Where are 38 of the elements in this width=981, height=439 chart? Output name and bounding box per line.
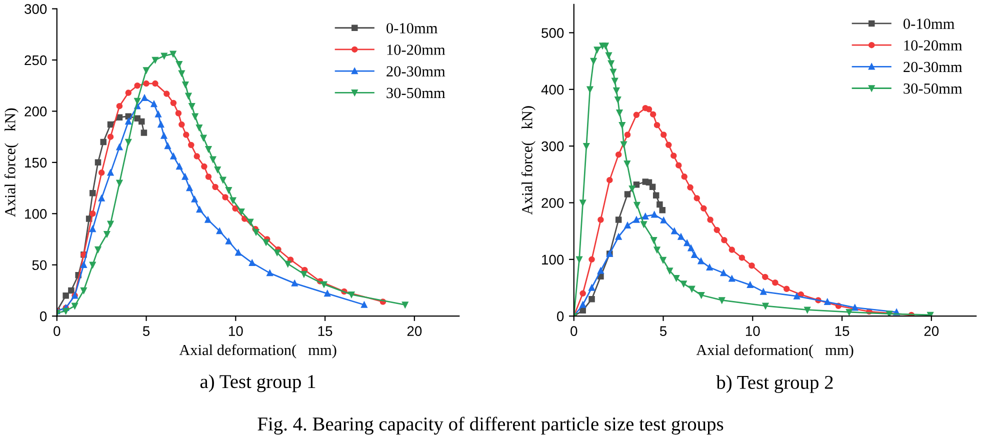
y-tick-label: 100 — [542, 254, 564, 265]
y-tick-label: 300 — [542, 141, 564, 152]
x-tick-label: 20 — [407, 326, 422, 336]
y-tick-label: 200 — [542, 198, 564, 208]
legend-label: 10-20mm — [904, 40, 962, 51]
legend-label: 20-30mm — [904, 62, 962, 72]
x-tick-label: 15 — [835, 326, 850, 336]
legend-label: 30-50mm — [904, 83, 962, 94]
legend-label: 10-20mm — [387, 44, 446, 55]
y-tick-label: 50 — [32, 260, 47, 270]
legend-label: 30-50mm — [386, 88, 446, 98]
legend-label: 0-10mm — [904, 18, 954, 29]
y-tick-label: 250 — [24, 55, 47, 66]
y-tick-label: 150 — [25, 158, 47, 168]
x-axis-title: Axial deformation( mm) — [179, 344, 336, 358]
x-tick-label: 20 — [924, 326, 939, 336]
legend-label: 20-30mm — [386, 66, 446, 77]
x-tick-label: 10 — [228, 326, 243, 336]
y-tick-label: 300 — [24, 4, 47, 14]
x-axis-title: Axial deformation( mm) — [696, 344, 854, 358]
x-tick-label: 5 — [142, 326, 150, 336]
text: a) Test group 1 — [200, 374, 316, 392]
text: b) Test group 2 — [716, 375, 833, 393]
y-tick-label: 200 — [24, 106, 47, 116]
x-tick-label: 0 — [54, 326, 60, 336]
legend-label: 0-10mm — [386, 23, 438, 34]
x-tick-label: 0 — [570, 326, 578, 336]
x-tick-label: 5 — [660, 326, 667, 336]
y-axis-title: Axial force( kN) — [521, 106, 536, 215]
y-tick-label: 100 — [25, 208, 47, 219]
x-tick-label: 15 — [318, 326, 332, 336]
x-tick-label: 10 — [746, 326, 760, 336]
y-tick-label: 400 — [541, 84, 564, 95]
y-tick-label: 0 — [40, 311, 47, 322]
caption: Fig. 4. Bearing capacity of different particle size test groups — [258, 416, 724, 435]
y-tick-label: 500 — [542, 28, 564, 38]
y-axis-title: Axial force( kN) — [4, 108, 18, 217]
y-tick-label: 0 — [556, 311, 564, 322]
